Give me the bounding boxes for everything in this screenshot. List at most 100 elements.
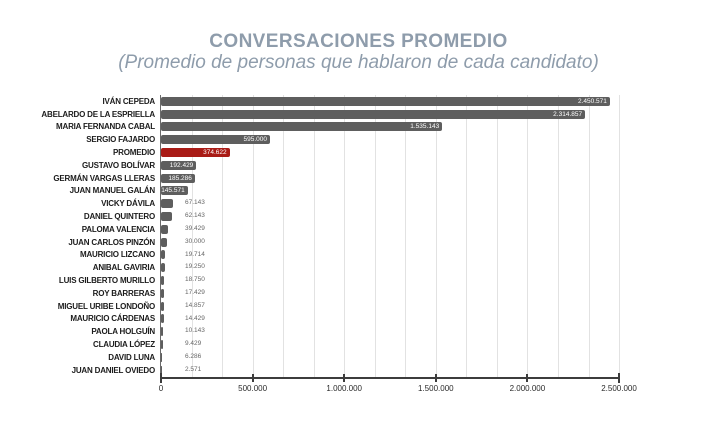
bar-row: ROY BARRERAS 17.429 [37,287,697,300]
value-label: 2.314.857 [553,110,583,118]
category-label: JUAN DANIEL OVIEDO [71,365,156,375]
gridline [405,95,407,377]
bar-area: 10.143 [161,325,697,338]
value-label: 62.143 [185,212,205,220]
bar-area: 1.535.143 [161,121,697,134]
bar [161,301,164,311]
bar [161,365,162,375]
bar-area: 2.450.571 [161,95,697,108]
bar [161,352,163,362]
bar: 192.429 [161,160,197,170]
gridline [527,95,529,377]
category-label: MAURICIO CÁRDENAS [70,314,155,324]
bar-area: 30.000 [161,236,697,249]
bar: 2.450.571 [161,96,610,106]
value-label: 6.286 [185,352,202,360]
gridline [496,95,498,377]
bar-row: ABELARDO DE LA ESPRIELLA 2.314.857 [37,108,697,121]
value-label: 595.000 [243,136,268,144]
category-label: PAOLA HOLGUÍN [91,327,155,337]
bar [161,224,169,234]
bar-area: 374.622 [161,146,697,159]
bar-row: ANIBAL GAVIRIA 19.250 [37,261,697,274]
bar-area: 14.429 [161,313,697,326]
bar-chart: IVÁN CEPEDA 2.450.571 ABELARDO DE LA ESPRI… [37,95,697,395]
x-axis-tick-label: 500.000 [238,384,268,393]
bar-row: JUAN CARLOS PINZÓN 30.000 [37,236,697,249]
value-label: 185.286 [168,174,192,182]
category-label: MARIA FERNANDA CABAL [56,122,155,132]
x-axis-tick-label: 0 [158,384,164,393]
gridline [557,95,559,377]
value-label: 192.429 [169,161,194,169]
bar-row: GUSTAVO BOLÍVAR 192.429 [37,159,697,172]
value-label: 10.143 [185,327,205,335]
value-label: 2.450.571 [577,97,607,105]
bar-area: 9.429 [161,338,697,351]
bar-row: DAVID LUNA 6.286 [37,351,697,364]
gridline [435,95,437,377]
category-label: ROY BARRERAS [92,288,156,298]
bar-area: 192.429 [161,159,697,172]
x-axis-tick [434,374,437,382]
bar-row: CLAUDIA LÓPEZ 9.429 [37,338,697,351]
bar-row: JUAN DANIEL OVIEDO 2.571 [37,364,697,377]
bar-area: 18.750 [161,274,697,287]
x-axis-tick-label: 1.500.000 [418,384,454,393]
value-label: 14.857 [185,301,205,309]
gridline [222,95,224,377]
bar-area: 39.429 [161,223,697,236]
bar: 595.000 [161,135,270,145]
gridline [252,95,254,377]
x-axis-tick [251,374,254,382]
bar-area: 2.314.857 [161,108,697,121]
bar [161,327,163,337]
bar: 185.286 [161,173,195,183]
bar-row: LUIS GILBERTO MURILLO 18.750 [37,274,697,287]
bar [161,288,165,298]
bar [161,250,165,260]
category-label: GUSTAVO BOLÍVAR [81,160,155,170]
value-label: 9.429 [185,340,202,348]
bar-row: MAURICIO LIZCANO 19.714 [37,249,697,262]
bar-area: 19.250 [161,261,697,274]
x-axis-tick-label: 1.000.000 [326,384,362,393]
gridline [466,95,468,377]
gridline [344,95,346,377]
value-label: 67.143 [185,199,205,207]
y-axis-line [160,95,161,377]
x-axis: 0 500.000 1.000.000 1.500.000 2.000.000 2.500… [159,373,637,393]
value-label: 2.571 [185,365,202,373]
x-axis-tick [160,373,162,383]
gridline [191,95,193,377]
bar [161,199,174,209]
category-label: ABELARDO DE LA ESPRIELLA [41,109,155,119]
bar [161,340,163,350]
value-label: 1.535.143 [410,123,440,131]
gridline [619,95,620,377]
bar [161,212,173,222]
bar-row: MIGUEL URIBE LONDOÑO 14.857 [37,300,697,313]
bar-area: 6.286 [161,351,697,364]
category-label: PALOMA VALENCIA [81,224,155,234]
bar-area: 19.714 [161,249,697,262]
bar [161,314,164,324]
chart-subtitle: (Promedio de personas que hablaron de ca… [118,52,599,73]
bar-row: PALOMA VALENCIA 39.429 [37,223,697,236]
bar-row: VICKY DÁVILA 67.143 [37,197,697,210]
chart-title: CONVERSACIONES PROMEDIO [209,31,508,52]
bar [161,276,165,286]
bar-area: 2.571 [161,364,697,377]
category-label: VICKY DÁVILA [101,199,155,209]
bar-row: PROMEDIO 374.622 [37,146,697,159]
bar-row: MAURICIO CÁRDENAS 14.429 [37,313,697,326]
bar-area: 185.286 [161,172,697,185]
category-label: MAURICIO LIZCANO [79,250,155,260]
bar-row: GERMÁN VARGAS LLERAS 185.286 [37,172,697,185]
bar-area: 62.143 [161,210,697,223]
bar [161,263,165,273]
bar-highlight: 374.622 [161,148,230,158]
bar: 145.571 [161,186,188,196]
bar-row: IVÁN CEPEDA 2.450.571 [37,95,697,108]
bar-row: DANIEL QUINTERO 62.143 [37,210,697,223]
